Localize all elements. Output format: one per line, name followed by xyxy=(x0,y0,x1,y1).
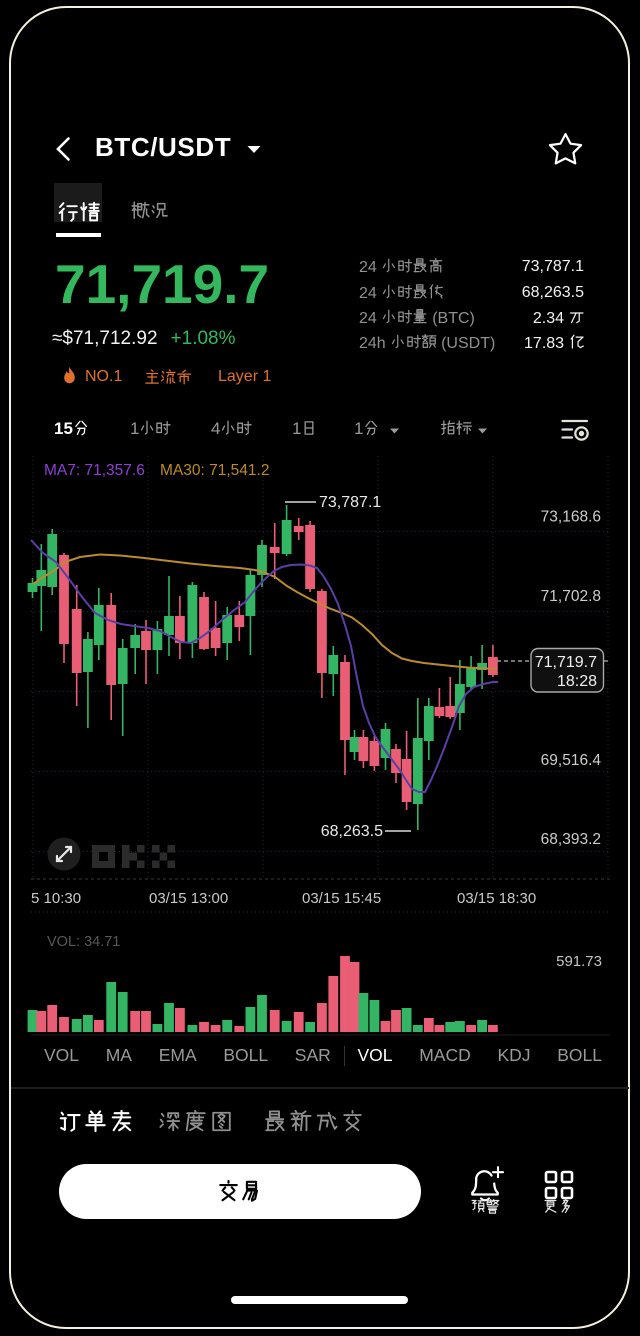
svg-text:03/15 18:30: 03/15 18:30 xyxy=(457,890,536,907)
svg-text:73,168.6: 73,168.6 xyxy=(541,509,601,526)
svg-text:5 10:30: 5 10:30 xyxy=(31,890,81,907)
svg-text:68,263.5: 68,263.5 xyxy=(321,823,383,840)
svg-text:68,393.2: 68,393.2 xyxy=(541,831,601,848)
svg-text:MA30: 71,541.2: MA30: 71,541.2 xyxy=(160,462,269,479)
svg-text:71,702.8: 71,702.8 xyxy=(541,588,601,605)
svg-text:03/15 15:45: 03/15 15:45 xyxy=(302,890,381,907)
svg-text:MA7: 71,357.6: MA7: 71,357.6 xyxy=(44,462,145,479)
svg-text:18:28: 18:28 xyxy=(557,673,597,690)
svg-text:69,516.4: 69,516.4 xyxy=(541,752,602,769)
svg-text:03/15 13:00: 03/15 13:00 xyxy=(149,890,228,907)
svg-text:591.73: 591.73 xyxy=(556,953,602,970)
svg-text:71,719.7: 71,719.7 xyxy=(535,654,597,671)
svg-text:VOL: 34.71: VOL: 34.71 xyxy=(47,934,120,950)
svg-text:73,787.1: 73,787.1 xyxy=(319,494,381,511)
